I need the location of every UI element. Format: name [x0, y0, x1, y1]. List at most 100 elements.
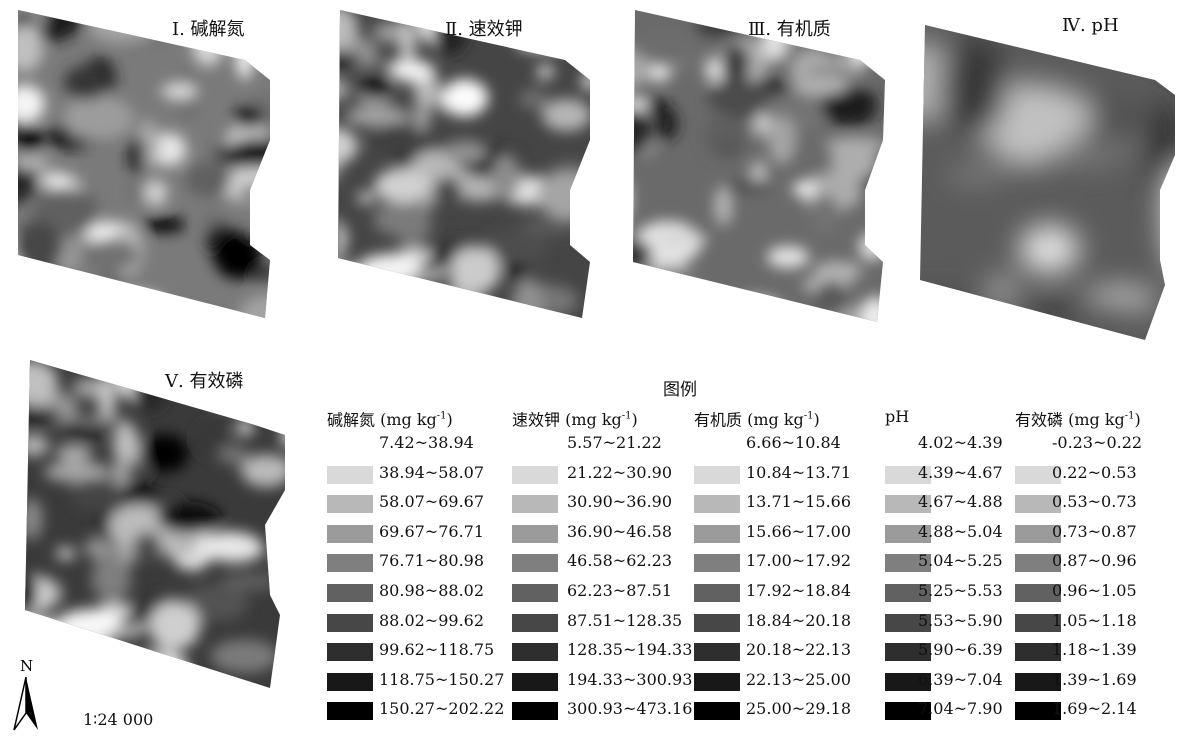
- legend-unit: (mg kg-1): [565, 410, 638, 430]
- legend-row: 4.67~4.88: [885, 489, 1003, 519]
- legend-row: 6.66~10.84: [694, 430, 841, 460]
- legend-range-label: 5.53~5.90: [918, 610, 1003, 630]
- legend-range-label: 1.39~1.69: [1052, 669, 1137, 689]
- legend-row: 5.04~5.25: [885, 548, 1003, 578]
- legend-swatch: [885, 702, 931, 721]
- legend-row: 4.39~4.67: [885, 460, 1003, 490]
- legend-row: 0.73~0.87: [1015, 519, 1141, 549]
- legend-range-label: 0.73~0.87: [1052, 521, 1137, 541]
- legend-row: 62.23~87.51: [512, 578, 672, 608]
- legend-column-0: 碱解氮 (mg kg-1) 7.42~38.94 38.94~58.07 58.07~…: [327, 406, 504, 726]
- legend-row: 4.88~5.04: [885, 519, 1003, 549]
- legend-swatch: [694, 583, 740, 602]
- legend-range-label: 0.96~1.05: [1052, 580, 1137, 600]
- legend-swatch: [512, 583, 558, 602]
- legend-row: 17.00~17.92: [694, 548, 851, 578]
- map-title-alkali-nitrogen: Ⅰ. 碱解氮: [172, 19, 245, 40]
- legend-row: 300.93~473.16: [512, 696, 692, 726]
- legend-column-name: 有机质: [694, 410, 743, 430]
- legend-row: 17.92~18.84: [694, 578, 851, 608]
- legend-range-label: 30.90~36.90: [567, 492, 673, 512]
- legend-range-label: 6.66~10.84: [746, 433, 841, 452]
- legend-row: 88.02~99.62: [327, 608, 484, 638]
- legend-column-2: 有机质 (mg kg-1) 6.66~10.84 10.84~13.71 13.71~…: [694, 406, 851, 726]
- legend-column-title: 有机质 (mg kg-1): [694, 406, 820, 430]
- legend-range-label: 15.66~17.00: [746, 521, 852, 541]
- legend-swatch: [1015, 465, 1061, 484]
- legend-range-label: 38.94~58.07: [379, 462, 485, 482]
- legend-swatch: [327, 554, 373, 573]
- legend-range-label: 300.93~473.16: [567, 699, 693, 719]
- north-arrow: N: [12, 655, 52, 739]
- legend-row: 25.00~29.18: [694, 696, 851, 726]
- legend-range-label: 1.05~1.18: [1052, 610, 1137, 630]
- legend-row: 22.13~25.00: [694, 667, 851, 697]
- legend-row: 5.53~5.90: [885, 608, 1003, 638]
- legend-range-label: 1.69~2.14: [1052, 699, 1137, 719]
- legend-row: 0.22~0.53: [1015, 460, 1141, 490]
- legend-column-name: 有效磷: [1015, 410, 1064, 430]
- legend-range-label: 13.71~15.66: [746, 492, 852, 512]
- legend-row: 6.39~7.04: [885, 667, 1003, 697]
- legend-row: 10.84~13.71: [694, 460, 851, 490]
- legend-column-name: pH: [885, 407, 910, 426]
- legend-range-label: 0.53~0.73: [1052, 492, 1137, 512]
- legend-range-label: 4.39~4.67: [918, 462, 1003, 482]
- legend-range-label: 36.90~46.58: [567, 521, 673, 541]
- legend-range-label: 194.33~300.93: [567, 669, 693, 689]
- legend-heading: 图例: [663, 380, 697, 400]
- legend-swatch: [327, 524, 373, 543]
- legend-swatch: [1015, 495, 1061, 514]
- legend-range-label: 1.18~1.39: [1052, 640, 1137, 660]
- legend-range-label: 17.92~18.84: [746, 580, 852, 600]
- legend-column-3: pH 4.02~4.39 4.39~4.67 4.67~4.88 4.88~5.04 5.…: [885, 406, 1003, 726]
- map-scale: 1∶24 000: [83, 710, 154, 729]
- legend-row: 5.90~6.39: [885, 637, 1003, 667]
- legend-swatch: [1015, 702, 1061, 721]
- legend-row: 7.42~38.94: [327, 430, 474, 460]
- legend-row: 0.53~0.73: [1015, 489, 1141, 519]
- legend-range-label: 62.23~87.51: [567, 580, 673, 600]
- legend-swatch: [512, 554, 558, 573]
- legend-range-label: 5.25~5.53: [918, 580, 1003, 600]
- legend-column-title: 速效钾 (mg kg-1): [512, 406, 638, 430]
- legend-range-label: 5.90~6.39: [918, 640, 1003, 660]
- legend-swatch: [694, 495, 740, 514]
- legend-swatch: [327, 583, 373, 602]
- legend-swatch: [327, 672, 373, 691]
- legend-range-label: 46.58~62.23: [567, 551, 673, 571]
- legend-unit: (mg kg-1): [747, 410, 820, 430]
- legend-range-label: 7.42~38.94: [379, 433, 474, 452]
- legend-swatch: [327, 613, 373, 632]
- legend-range-label: 17.00~17.92: [746, 551, 852, 571]
- legend-swatch: [885, 495, 931, 514]
- legend-range-label: 150.27~202.22: [379, 699, 505, 719]
- legend-row: 5.25~5.53: [885, 578, 1003, 608]
- legend-range-label: 69.67~76.71: [379, 521, 485, 541]
- legend-swatch: [327, 702, 373, 721]
- legend-swatch: [1015, 672, 1061, 691]
- legend-row: 1.39~1.69: [1015, 667, 1141, 697]
- legend-row: 46.58~62.23: [512, 548, 672, 578]
- legend-range-label: 4.67~4.88: [918, 492, 1003, 512]
- legend-swatch: [512, 465, 558, 484]
- legend-swatch: [327, 643, 373, 662]
- legend-swatch: [512, 672, 558, 691]
- map-panel-organic-matter: [615, 0, 905, 340]
- legend-row: 0.87~0.96: [1015, 548, 1141, 578]
- legend-swatch: [1015, 613, 1061, 632]
- legend-column-title: 碱解氮 (mg kg-1): [327, 406, 453, 430]
- legend-swatch: [694, 643, 740, 662]
- legend-row: 1.69~2.14: [1015, 696, 1141, 726]
- legend-swatch: [885, 643, 931, 662]
- legend-row: 118.75~150.27: [327, 667, 504, 697]
- legend-range-label: 5.04~5.25: [918, 551, 1003, 571]
- legend-row: 87.51~128.35: [512, 608, 682, 638]
- legend-swatch: [512, 495, 558, 514]
- legend-row: 15.66~17.00: [694, 519, 851, 549]
- map-panel-available-phosphorus: [15, 350, 300, 690]
- map-title-ph: Ⅳ. pH: [1062, 15, 1119, 36]
- map-title-organic-matter: Ⅲ. 有机质: [748, 19, 831, 40]
- legend-row: 150.27~202.22: [327, 696, 504, 726]
- legend-column-1: 速效钾 (mg kg-1) 5.57~21.22 21.22~30.90 30.90~…: [512, 406, 692, 726]
